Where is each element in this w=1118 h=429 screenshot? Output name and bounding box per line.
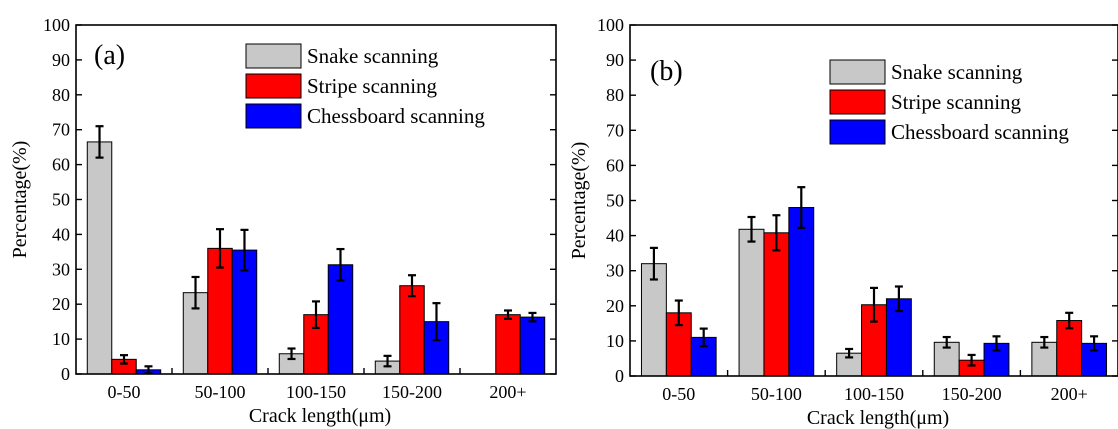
x-tick-label: 200+ (1051, 384, 1088, 404)
bar-chessboard-1 (788, 207, 815, 377)
error-bar-stripe-4 (1065, 311, 1074, 330)
y-tick-label: 40 (606, 226, 624, 246)
error-bar-snake-3 (942, 335, 951, 349)
error-bar-chessboard-2 (336, 247, 345, 282)
legend: Snake scanning Stripe scanning Chessboard … (245, 43, 485, 129)
bar-stripe-4 (495, 314, 521, 375)
bar-chessboard-4 (519, 316, 546, 375)
y-tick-label: 20 (606, 296, 624, 316)
bar-stripe-3 (399, 285, 425, 375)
x-tick-label: 0-50 (108, 382, 141, 402)
panel-label: (b) (650, 56, 683, 87)
legend-label-chessboard: Chessboard scanning (891, 120, 1069, 144)
x-tick-label: 200+ (489, 382, 526, 402)
error-bar-snake-3 (383, 354, 392, 368)
y-tick-label: 10 (52, 329, 70, 349)
x-tick-label: 150-200 (382, 382, 442, 402)
x-tick-label: 50-100 (751, 384, 802, 404)
legend-swatch-snake (245, 43, 302, 69)
error-bar-snake-2 (287, 347, 296, 361)
error-bar-stripe-0 (120, 354, 128, 365)
y-axis-title: Percentage(%) (568, 142, 590, 260)
bar-snake-0 (86, 141, 113, 375)
bar-snake-1 (738, 228, 765, 377)
error-bar-snake-1 (191, 275, 200, 310)
y-tick-label: 70 (606, 120, 624, 140)
legend-swatch-chessboard (829, 119, 886, 145)
y-tick-label: 30 (52, 259, 70, 279)
legend-label-chessboard: Chessboard scanning (307, 104, 485, 128)
legend-label-stripe: Stripe scanning (307, 74, 438, 98)
chart-panel-b: 0 10 20 30 40 50 60 70 80 90 100 0-50 50-100 100-150 1… (568, 15, 1118, 429)
panel-label: (a) (94, 40, 125, 71)
y-tick-label: 80 (52, 85, 70, 105)
error-bar-stripe-1 (772, 214, 781, 252)
error-bar-stripe-0 (674, 299, 683, 327)
legend-swatch-chessboard (245, 103, 302, 129)
error-bar-chessboard-3 (432, 302, 441, 342)
error-bar-stripe-3 (408, 274, 416, 298)
y-axis-title: Percentage(%) (9, 141, 31, 259)
error-bar-chessboard-1 (240, 228, 249, 272)
y-tick-label: 50 (52, 190, 70, 210)
y-tick-label: 40 (52, 224, 70, 244)
error-bar-chessboard-0 (699, 327, 708, 348)
legend-label-snake: Snake scanning (891, 60, 1023, 84)
error-bar-stripe-1 (216, 228, 224, 269)
y-tick-label: 70 (52, 120, 70, 140)
x-axis-title: Crack length(μm) (249, 405, 391, 427)
y-tick-label: 10 (606, 331, 624, 351)
legend-swatch-snake (829, 59, 886, 85)
error-bar-snake-4 (1040, 335, 1049, 349)
legend-label-snake: Snake scanning (307, 44, 439, 68)
legend: Snake scanning Stripe scanning Chessboard … (829, 59, 1069, 145)
y-tick-label: 80 (606, 85, 624, 105)
error-bar-stripe-2 (870, 286, 878, 323)
error-bar-stripe-2 (312, 300, 320, 330)
error-bar-chessboard-4 (528, 311, 537, 323)
x-tick-label: 100-150 (844, 384, 904, 404)
error-bar-chessboard-3 (992, 335, 1001, 352)
y-tick-label: 50 (606, 191, 624, 211)
y-tick-label: 0 (615, 366, 624, 386)
y-tick-label: 60 (52, 155, 70, 175)
error-bar-chessboard-4 (1090, 335, 1099, 352)
y-tick-label: 100 (43, 15, 70, 35)
legend-swatch-stripe (245, 73, 302, 99)
error-bar-snake-0 (95, 125, 104, 159)
error-bar-stripe-4 (504, 309, 512, 320)
legend-swatch-stripe (829, 89, 886, 115)
error-bar-snake-1 (747, 215, 756, 243)
y-tick-label: 30 (606, 261, 624, 281)
x-tick-label: 0-50 (662, 384, 695, 404)
y-tick-label: 20 (52, 294, 70, 314)
error-bar-chessboard-1 (797, 186, 806, 229)
legend-label-stripe: Stripe scanning (891, 90, 1022, 114)
y-tick-label: 90 (52, 50, 70, 70)
x-axis-title: Crack length(μm) (807, 407, 949, 429)
bar-stripe-1 (207, 247, 233, 375)
bar-stripe-1 (763, 232, 790, 377)
x-tick-label: 50-100 (195, 382, 246, 402)
error-bar-snake-2 (845, 347, 854, 359)
error-bar-chessboard-2 (894, 285, 903, 313)
y-tick-label: 90 (606, 50, 624, 70)
error-bar-snake-0 (649, 246, 658, 281)
x-tick-label: 150-200 (942, 384, 1002, 404)
error-bar-stripe-3 (967, 353, 976, 367)
y-tick-label: 60 (606, 155, 624, 175)
chart-panel-a: 0 10 20 30 40 50 60 70 80 90 100 0-50 50-100 100-150 1… (9, 15, 557, 427)
x-tick-label: 100-150 (286, 382, 346, 402)
y-tick-label: 100 (597, 15, 624, 35)
y-tick-label: 0 (61, 364, 70, 384)
